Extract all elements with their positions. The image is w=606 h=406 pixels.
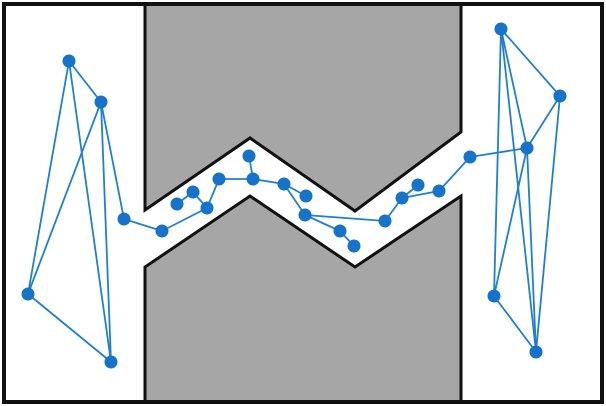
graph-edge <box>493 295 537 353</box>
graph-node <box>494 22 508 36</box>
graph-edge <box>304 214 386 222</box>
graph-node <box>432 184 446 198</box>
graph-edge <box>500 28 561 97</box>
graph-nodes <box>21 22 567 369</box>
graph-node <box>212 172 226 186</box>
graph-edge <box>500 28 537 353</box>
graph-node <box>298 208 312 222</box>
graph-node <box>378 214 392 228</box>
graph-node <box>333 224 347 238</box>
graph-node <box>21 287 35 301</box>
graph-node <box>104 355 118 369</box>
graph-node <box>395 191 409 205</box>
graph-edge <box>27 101 102 295</box>
graph-edge <box>438 156 471 192</box>
graph-node <box>411 178 425 192</box>
graph-node <box>94 95 108 109</box>
graph-edge <box>161 207 208 232</box>
graph-node <box>347 239 361 253</box>
graph-node <box>242 149 256 163</box>
graph-edge <box>493 147 528 297</box>
graph-node <box>62 54 76 68</box>
graph-node <box>277 177 291 191</box>
graph-node <box>117 212 131 226</box>
graph-edge <box>123 218 163 232</box>
graph-node <box>463 150 477 164</box>
graph-node <box>170 197 184 211</box>
graph-node <box>200 201 214 215</box>
graph-node <box>529 345 543 359</box>
graph-node <box>553 89 567 103</box>
graph-edge <box>493 28 502 297</box>
graph-edge <box>100 101 112 363</box>
graph-edge <box>100 101 125 220</box>
graph-edge <box>68 60 112 363</box>
graph-node <box>487 289 501 303</box>
graph-edge <box>526 147 537 353</box>
graph-node <box>155 224 169 238</box>
graph-edge <box>68 60 102 103</box>
graph-node <box>520 141 534 155</box>
graph-node <box>246 172 260 186</box>
graph-edge <box>27 60 70 295</box>
graph-edge <box>500 28 528 149</box>
graph-edge <box>526 95 561 149</box>
graph-edge <box>27 293 112 363</box>
graph-node <box>299 189 313 203</box>
graph-node <box>186 185 200 199</box>
graph-edge <box>535 95 561 353</box>
